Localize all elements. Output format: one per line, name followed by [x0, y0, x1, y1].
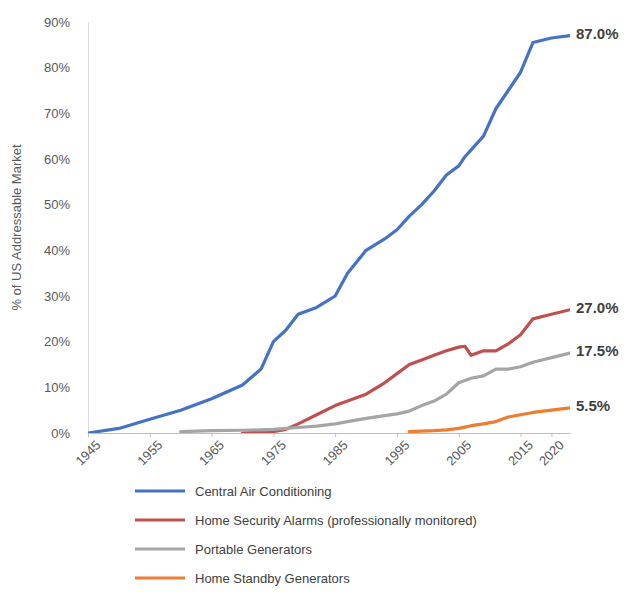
x-tick-mark: [212, 433, 213, 437]
x-tick: 2005: [443, 433, 474, 468]
x-tick-label: 1955: [134, 437, 165, 468]
series-line: [88, 36, 570, 433]
y-tick-label: 30%: [44, 289, 70, 304]
x-axis-line: [89, 433, 571, 434]
y-tick-label: 70%: [44, 106, 70, 121]
y-tick-label: 60%: [44, 152, 70, 167]
x-tick: 1955: [134, 433, 165, 468]
x-tick-label: 1995: [381, 437, 412, 468]
x-tick-mark: [459, 433, 460, 437]
x-tick: 1985: [320, 433, 351, 468]
plot-area: [88, 36, 570, 433]
legend-swatch: [135, 518, 185, 521]
series-line: [242, 310, 570, 433]
x-tick: 1975: [258, 433, 289, 468]
y-axis: 0% 10% 20% 30% 40% 50% 60% 70% 80% 90%: [44, 15, 89, 441]
x-tick: 2015: [505, 433, 536, 468]
x-tick: 1995: [381, 433, 412, 468]
chart: 0% 10% 20% 30% 40% 50% 60% 70% 80% 90% 1945 1955 196…: [0, 0, 640, 594]
y-tick-label: 80%: [44, 60, 70, 75]
y-tick-label: 0%: [51, 426, 70, 441]
series-line: [409, 408, 570, 432]
annotations: 87.0% 27.0% 17.5% 5.5%: [576, 25, 619, 414]
y-tick: 10%: [44, 380, 88, 395]
x-tick: 1965: [196, 433, 227, 468]
x-axis: 1945 1955 1965 1975 1985 1995 2005 20152020: [72, 433, 570, 468]
y-tick: 30%: [44, 289, 88, 304]
legend-swatch: [135, 489, 185, 492]
x-tick: 1945: [72, 433, 103, 468]
x-tick-label: 2005: [443, 437, 474, 468]
end-label: 87.0%: [576, 25, 619, 42]
y-tick: 60%: [44, 152, 88, 167]
y-tick: 0%: [51, 426, 88, 441]
x-tick-mark: [521, 433, 522, 437]
end-label: 5.5%: [576, 397, 610, 414]
x-tick-label: 1965: [196, 437, 227, 468]
series-line: [181, 353, 570, 432]
legend-swatch: [135, 547, 185, 550]
x-tick-label: 1975: [258, 437, 289, 468]
legend-label: Home Standby Generators: [195, 571, 350, 586]
x-tick-mark: [335, 433, 336, 437]
legend-item: Home Standby Generators: [135, 571, 350, 586]
x-tick-label: 1945: [72, 437, 103, 468]
y-tick-label: 50%: [44, 197, 70, 212]
end-label: 17.5%: [576, 342, 619, 359]
x-tick-label: 1985: [320, 437, 351, 468]
y-tick-label: 90%: [44, 15, 70, 30]
legend-item: Home Security Alarms (professionally mon…: [135, 513, 477, 528]
legend: Central Air Conditioning Home Security Al…: [135, 484, 477, 586]
legend-swatch: [135, 576, 185, 579]
y-tick-label: 20%: [44, 334, 70, 349]
y-axis-line: [88, 23, 89, 434]
x-tick-label: 2015: [505, 437, 536, 468]
y-tick: 40%: [44, 243, 88, 258]
y-tick: 80%: [44, 60, 88, 75]
legend-label: Home Security Alarms (professionally mon…: [195, 513, 477, 528]
end-label: 27.0%: [576, 299, 619, 316]
legend-label: Portable Generators: [195, 542, 313, 557]
x-tick-mark: [551, 433, 552, 437]
y-tick: 90%: [44, 15, 88, 30]
y-tick-label: 10%: [44, 380, 70, 395]
legend-label: Central Air Conditioning: [195, 484, 332, 499]
x-tick-mark: [273, 433, 274, 437]
x-tick-label: 2020: [536, 437, 567, 468]
y-tick-label: 40%: [44, 243, 70, 258]
legend-item: Central Air Conditioning: [135, 484, 332, 499]
x-tick-mark: [88, 433, 89, 437]
x-tick: 2020: [536, 433, 567, 468]
y-tick: 50%: [44, 197, 88, 212]
y-axis-title: % of US Addressable Market: [9, 144, 24, 311]
x-tick-mark: [397, 433, 398, 437]
x-tick-mark: [150, 433, 151, 437]
y-tick: 70%: [44, 106, 88, 121]
y-tick: 20%: [44, 334, 88, 349]
legend-item: Portable Generators: [135, 542, 313, 557]
